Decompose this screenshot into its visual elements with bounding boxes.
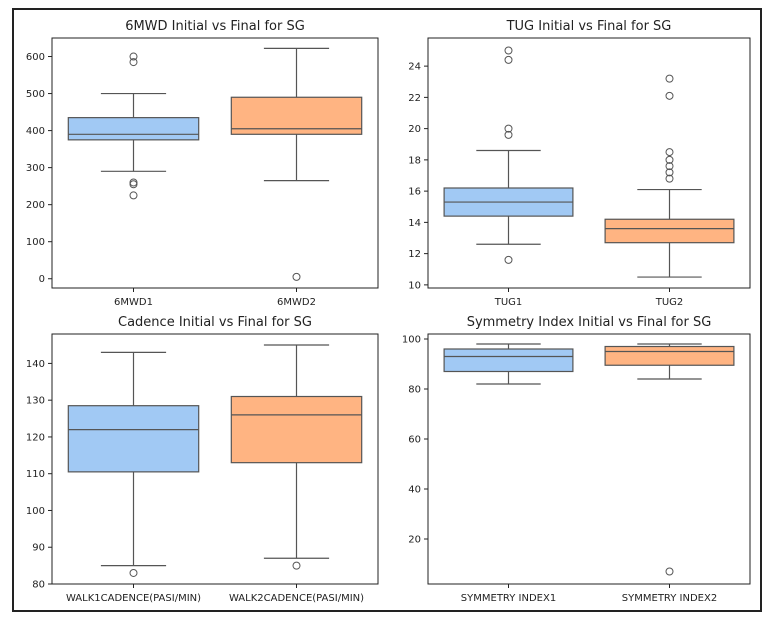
chart-panel-2: TUG Initial vs Final for SG 10 12 14 16 18 20 2… [408, 19, 751, 308]
outlier-point [129, 191, 138, 200]
outlier-point [665, 567, 674, 576]
x-category-label: WALK2CADENCE(PASI/MIN) [229, 593, 364, 604]
y-tick-label: 22 [408, 93, 421, 104]
outlier-point [292, 272, 301, 281]
x-category-label: TUG2 [655, 297, 684, 308]
y-tick-label: 20 [408, 124, 421, 135]
y-tick-label: 10 [408, 280, 421, 291]
y-tick-label: 200 [26, 200, 45, 211]
x-category-label: SYMMETRY INDEX1 [461, 593, 556, 604]
plot-area-frame [427, 333, 751, 585]
chart-title: Cadence Initial vs Final for SG [118, 315, 312, 330]
y-tick-label: 12 [408, 249, 421, 260]
y-tick-label: 400 [26, 126, 45, 137]
y-tick-label: 100 [402, 335, 421, 346]
x-category-label: SYMMETRY INDEX2 [622, 593, 717, 604]
y-tick-label: 100 [26, 237, 45, 248]
y-tick-label: 100 [26, 506, 45, 517]
outlier-point [665, 162, 674, 171]
outlier-point [665, 168, 674, 177]
y-tick-label: 20 [408, 535, 421, 546]
y-tick-label: 600 [26, 52, 45, 63]
chart-panel-3: Cadence Initial vs Final for SG 80 90 100 11… [26, 315, 379, 604]
outlier-point [129, 52, 138, 61]
iqr-box [604, 218, 735, 244]
chart-title: Symmetry Index Initial vs Final for SG [467, 315, 712, 330]
y-tick-label: 18 [408, 155, 421, 166]
outlier-point [665, 74, 674, 83]
plot-area-frame [427, 37, 751, 289]
outlier-point [504, 130, 513, 139]
outlier-point [504, 46, 513, 55]
iqr-box [443, 348, 574, 373]
plot-area-frame [51, 333, 379, 585]
y-tick-label: 90 [32, 543, 45, 554]
chart-panel-4: Symmetry Index Initial vs Final for SG 20… [402, 315, 751, 604]
outlier-point [129, 180, 138, 189]
x-category-label: 6MWD1 [114, 297, 153, 308]
outlier-point [504, 255, 513, 264]
outlier-point [665, 148, 674, 157]
chart-title: TUG Initial vs Final for SG [506, 19, 672, 34]
outlier-point [292, 561, 301, 570]
y-tick-label: 130 [26, 396, 45, 407]
y-tick-label: 500 [26, 89, 45, 100]
iqr-box [67, 405, 200, 473]
x-category-label: 6MWD2 [277, 297, 316, 308]
outlier-point [665, 155, 674, 164]
outlier-point [129, 568, 138, 577]
y-tick-label: 300 [26, 163, 45, 174]
y-tick-label: 16 [408, 187, 421, 198]
y-tick-label: 140 [26, 359, 45, 370]
y-tick-label: 14 [408, 218, 421, 229]
y-tick-label: 80 [408, 385, 421, 396]
chart-panel-1: 6MWD Initial vs Final for SG 0 100 200 300 40… [26, 19, 379, 308]
iqr-box [67, 117, 200, 141]
y-tick-label: 120 [26, 432, 45, 443]
outlier-point [129, 58, 138, 67]
y-tick-label: 24 [408, 62, 421, 73]
iqr-box [604, 345, 735, 366]
y-tick-label: 110 [26, 469, 45, 480]
y-tick-label: 60 [408, 435, 421, 446]
iqr-box [230, 96, 363, 135]
y-tick-label: 0 [39, 274, 45, 285]
figure-frame [12, 8, 762, 612]
outlier-point [504, 124, 513, 133]
y-tick-label: 40 [408, 485, 421, 496]
chart-title: 6MWD Initial vs Final for SG [125, 19, 305, 34]
plot-area-frame [51, 37, 379, 289]
outlier-point [504, 55, 513, 64]
x-category-label: WALK1CADENCE(PASI/MIN) [66, 593, 201, 604]
iqr-box [230, 395, 363, 464]
y-tick-label: 80 [32, 580, 45, 591]
outlier-point [665, 174, 674, 183]
outlier-point [665, 91, 674, 100]
x-category-label: TUG1 [494, 297, 523, 308]
